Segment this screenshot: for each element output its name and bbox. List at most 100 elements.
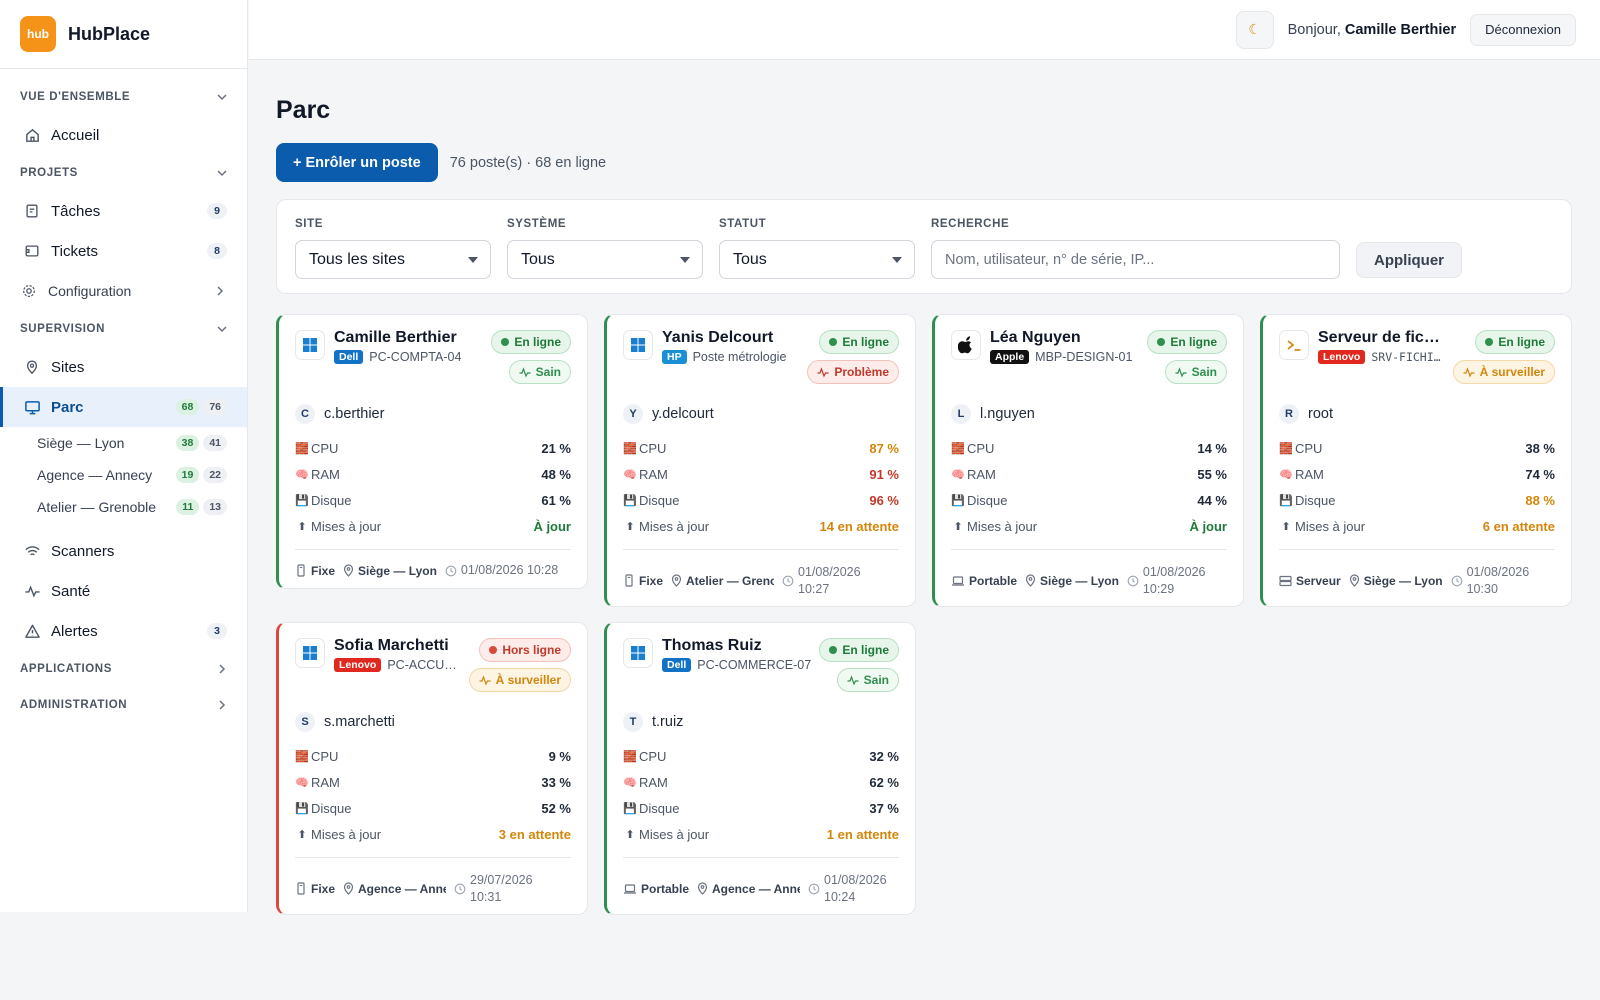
clock-icon	[454, 883, 466, 894]
windows-os-icon	[295, 330, 325, 360]
hostname: SRV-FICHIERS	[1371, 350, 1447, 364]
brand-tag: Apple	[990, 350, 1030, 364]
theme-toggle-button[interactable]: ☾	[1235, 10, 1274, 49]
device-name[interactable]: Yanis Delcourt	[662, 329, 774, 346]
health-badge: À surveiller	[1452, 360, 1555, 384]
status-badges: En ligne À surveiller	[1452, 330, 1555, 384]
section-supervision-label: Supervision	[20, 323, 105, 335]
section-overview[interactable]: Vue d'ensemble	[0, 79, 247, 115]
clock-icon	[445, 565, 457, 576]
chevron-right-icon	[217, 286, 224, 296]
count-badge: 9	[207, 203, 227, 219]
metric-label: RAM	[1295, 466, 1324, 482]
clock-icon	[808, 883, 820, 894]
device-location: Siège — Lyon	[1349, 574, 1443, 588]
map-pin-icon	[697, 882, 708, 895]
device-card[interactable]: Thomas Ruiz Dell PC-COMMERCE-07 En ligne Sai…	[604, 622, 916, 915]
sidebar-item-tasks[interactable]: Tâches 9	[0, 191, 247, 231]
status-badge: En ligne	[819, 330, 899, 354]
metric-updates: ⬆ Mises à jour 6 en attente	[1279, 513, 1555, 539]
cpu-icon: 🧱	[295, 750, 309, 763]
system-select[interactable]: Tous	[507, 240, 703, 279]
status-text: En ligne	[1170, 335, 1217, 349]
sidebar-item-health[interactable]: Santé	[0, 571, 247, 611]
brand[interactable]: hub HubPlace	[0, 0, 247, 69]
sidebar-subitem-grenoble[interactable]: Atelier — Grenoble 11 13	[0, 491, 247, 523]
map-pin-icon	[671, 574, 682, 587]
cpu-icon: 🧱	[951, 442, 965, 455]
metric-ram: 🧠 RAM 48 %	[295, 461, 571, 487]
metric-ram: 🧠 RAM 55 %	[951, 461, 1227, 487]
caret-down-icon	[680, 256, 690, 263]
disk-icon: 💾	[623, 802, 637, 815]
sidebar-item-configuration[interactable]: Configuration	[0, 271, 247, 311]
section-supervision[interactable]: Supervision	[0, 311, 247, 347]
brand-tag: Dell	[662, 658, 692, 672]
section-administration[interactable]: Administration	[0, 687, 247, 723]
search-input[interactable]	[931, 240, 1340, 279]
device-card[interactable]: Sofia Marchetti Lenovo PC-ACCUEIL Hors lign…	[276, 622, 588, 915]
laptop-icon	[624, 883, 636, 894]
sidebar-subitem-annecy[interactable]: Agence — Annecy 19 22	[0, 459, 247, 491]
terminal-os-icon	[1279, 330, 1309, 360]
filter-label: Système	[507, 218, 567, 230]
clock-icon	[782, 575, 794, 586]
last-seen: 01/08/2026 10:29	[1127, 564, 1215, 598]
device-card[interactable]: Camille Berthier Dell PC-COMPTA-04 En ligne…	[276, 314, 588, 589]
device-type-label: Serveur	[1296, 573, 1341, 588]
section-applications[interactable]: Applications	[0, 651, 247, 687]
disk-icon: 💾	[295, 494, 309, 507]
device-name[interactable]: Léa Nguyen	[990, 329, 1081, 346]
metric-label: Mises à jour	[639, 518, 710, 534]
chevron-down-icon	[217, 326, 227, 333]
sidebar-item-parc[interactable]: Parc 68 76	[0, 387, 247, 427]
sidebar-item-label: Sites	[51, 358, 85, 376]
cpu-icon: 🧱	[1279, 442, 1293, 455]
enroll-button[interactable]: + Enrôler un poste	[276, 143, 438, 182]
section-projects[interactable]: Projets	[0, 155, 247, 191]
status-dot-icon	[489, 646, 498, 654]
sidebar-item-tickets[interactable]: Tickets 8	[0, 231, 247, 271]
disk-icon: 💾	[1279, 494, 1293, 507]
device-name[interactable]: Thomas Ruiz	[662, 637, 762, 654]
sidebar-item-alerts[interactable]: Alertes 3	[0, 611, 247, 651]
location-label: Siège — Lyon	[358, 563, 437, 578]
device-name[interactable]: Serveur de fichiers	[1318, 329, 1447, 346]
filter-site: Site Tous les sites	[295, 218, 491, 279]
sidebar-item-sites[interactable]: Sites	[0, 347, 247, 387]
logout-button[interactable]: Déconnexion	[1470, 13, 1576, 46]
username: t.ruiz	[652, 714, 684, 730]
status-select[interactable]: Tous	[719, 240, 915, 279]
device-card[interactable]: Yanis Delcourt HP Poste métrologie En ligne…	[604, 314, 916, 607]
apply-button[interactable]: Appliquer	[1356, 242, 1462, 278]
sidebar-item-home[interactable]: Accueil	[0, 115, 247, 155]
metric-value: 48 %	[541, 466, 571, 482]
device-card[interactable]: Léa Nguyen Apple MBP-DESIGN-01 En ligne Sain…	[932, 314, 1244, 607]
metrics: 🧱 CPU 87 % 🧠 RAM 91 % 💾 Disque 96 % ⬆ Mises à jour…	[623, 435, 899, 539]
status-badges: Hors ligne À surveiller	[468, 638, 571, 692]
device-name[interactable]: Camille Berthier	[334, 329, 457, 346]
sidebar-item-scanners[interactable]: Scanners	[0, 531, 247, 571]
fleet-summary: 76 poste(s) · 68 en ligne	[449, 154, 607, 171]
cpu-icon: 🧱	[623, 442, 637, 455]
section-projects-label: Projets	[20, 167, 78, 179]
device-card[interactable]: Serveur de fichiers Lenovo SRV-FICHIERS En …	[1260, 314, 1572, 607]
site-select[interactable]: Tous les sites	[295, 240, 491, 279]
metric-label: Mises à jour	[311, 518, 382, 534]
clock-icon	[1127, 575, 1139, 586]
brain-icon: 🧠	[951, 468, 965, 481]
total-count-badge: 76	[203, 399, 227, 415]
device-name[interactable]: Sofia Marchetti	[334, 637, 449, 654]
brand-tag: Lenovo	[334, 658, 382, 672]
metric-disk: 💾 Disque 61 %	[295, 487, 571, 513]
device-subtitle: HP Poste métrologie	[662, 350, 801, 364]
sidebar-subitem-lyon[interactable]: Siège — Lyon 38 41	[0, 427, 247, 459]
activity-icon	[519, 366, 531, 378]
username: root	[1308, 406, 1333, 422]
disk-icon: 💾	[623, 494, 637, 507]
status-badge: En ligne	[491, 330, 571, 354]
metric-value: 87 %	[869, 440, 899, 456]
brain-icon: 🧠	[623, 468, 637, 481]
